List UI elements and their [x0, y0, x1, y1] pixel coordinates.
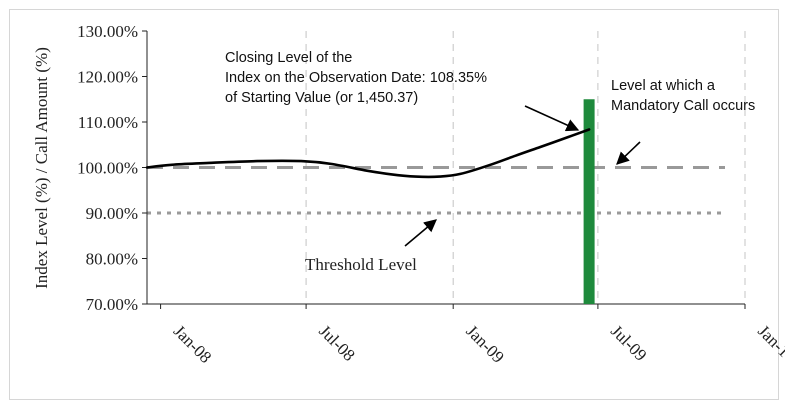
mandatory-call-line-1: Level at which a	[611, 78, 716, 94]
chart-frame	[9, 9, 779, 400]
x-tick-label: Jul-09	[607, 321, 650, 364]
call-bar	[583, 99, 595, 304]
observation-arrow	[524, 105, 580, 132]
mandatory-call-annotation: Level at which a Mandatory Call occurs	[611, 78, 755, 165]
y-tick-label: 90.00%	[86, 204, 138, 223]
y-tick-label: 100.00%	[77, 159, 138, 178]
x-tick-label: Jul-08	[315, 321, 358, 364]
y-ticks: 70.00% 80.00% 90.00% 100.00% 110.00% 120.00% 1…	[77, 22, 147, 314]
y-axis-title: Index Level (%) / Call Amount (%)	[32, 47, 51, 289]
x-tick-label: Jan-09	[462, 321, 507, 366]
mandatory-call-line-2: Mandatory Call occurs	[611, 98, 755, 114]
observation-annotation-line-2: Index on the Observation Date: 108.35%	[225, 70, 487, 86]
x-ticks: Jan-08 Jul-08 Jan-09 Jul-09 Jan-10	[160, 304, 785, 367]
observation-annotation-line-1: Closing Level of the	[225, 50, 352, 66]
line-series	[145, 128, 591, 179]
observation-annotation-line-3: of Starting Value (or 1,450.37)	[225, 90, 418, 106]
x-tick-label: Jan-08	[170, 321, 215, 366]
threshold-label: Threshold Level	[305, 255, 417, 274]
y-tick-label: 80.00%	[86, 250, 138, 269]
y-tick-label: 130.00%	[77, 22, 138, 41]
bar-series	[583, 99, 595, 304]
threshold-annotation: Threshold Level	[305, 219, 437, 274]
y-tick-label: 110.00%	[78, 113, 138, 132]
observation-annotation: Closing Level of the Index on the Observ…	[225, 50, 580, 132]
x-tick-label: Jan-10	[754, 321, 785, 366]
y-tick-label: 120.00%	[77, 68, 138, 87]
y-tick-label: 70.00%	[86, 295, 138, 314]
mandatory-call-arrow	[616, 141, 641, 165]
threshold-arrow	[404, 219, 437, 247]
reference-lines	[147, 166, 725, 215]
index-level-line	[145, 128, 591, 179]
